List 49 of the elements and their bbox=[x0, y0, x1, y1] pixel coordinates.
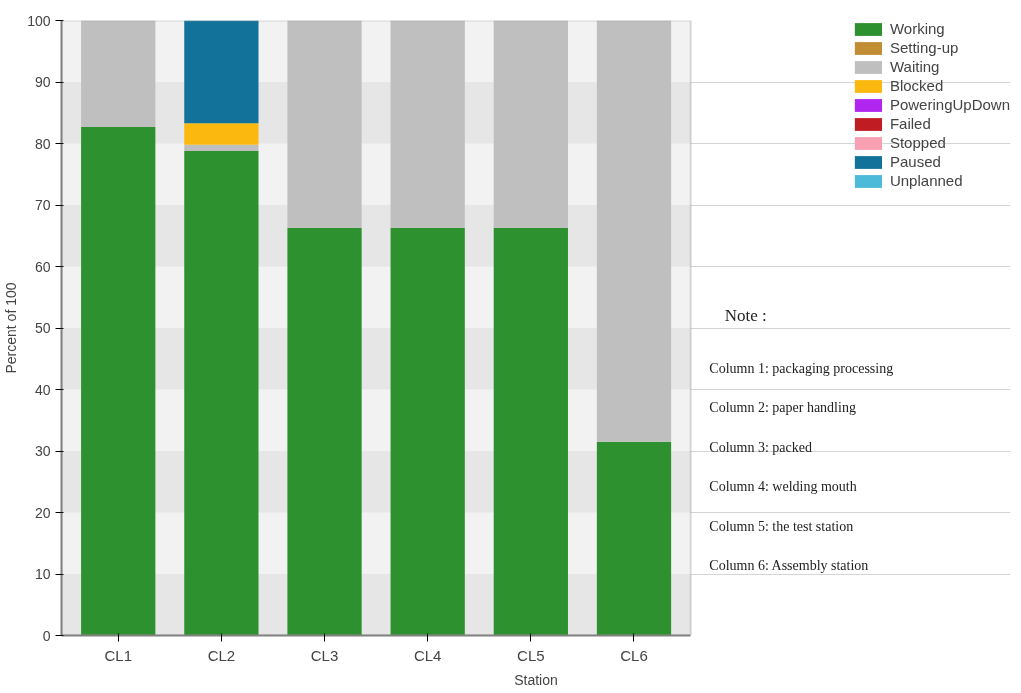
y-tick-label: 0 bbox=[42, 627, 51, 644]
legend-label: Blocked bbox=[889, 77, 944, 94]
y-tick-label: 10 bbox=[34, 566, 51, 582]
legend-label: Unplanned bbox=[889, 172, 963, 189]
bar bbox=[81, 126, 156, 636]
x-tick-label: CL1 bbox=[104, 646, 133, 664]
legend-label: Waiting bbox=[889, 58, 940, 75]
legend-label: PoweringUpDown bbox=[889, 96, 1010, 113]
bar bbox=[596, 441, 672, 636]
x-tick-label: CL5 bbox=[517, 646, 545, 664]
text: Column 6: Assembly station bbox=[709, 557, 869, 573]
x-tick-label: CL6 bbox=[620, 646, 648, 664]
y-tick-label: 60 bbox=[34, 258, 51, 275]
bar bbox=[287, 227, 362, 636]
bar bbox=[184, 150, 259, 636]
x-tick-label: CL3 bbox=[310, 646, 339, 664]
text: Column 3: packed bbox=[709, 439, 812, 455]
bar bbox=[184, 123, 259, 145]
x-tick-label: CL2 bbox=[207, 646, 236, 664]
bar bbox=[287, 20, 362, 228]
text: Column 1: packaging processing bbox=[709, 361, 894, 377]
y-tick-label: 50 bbox=[34, 320, 51, 336]
bar bbox=[390, 20, 465, 228]
y-tick-label: 20 bbox=[34, 504, 51, 521]
bar bbox=[596, 20, 672, 442]
legend-label: Failed bbox=[889, 115, 931, 132]
y-axis-title: Percent of 100 bbox=[3, 282, 20, 374]
text: Column 5: the test station bbox=[709, 518, 854, 534]
bar bbox=[493, 20, 568, 228]
bar bbox=[81, 20, 156, 127]
bar bbox=[493, 227, 568, 636]
legend-label: Paused bbox=[889, 153, 941, 170]
x-tick-label: CL4 bbox=[413, 646, 442, 664]
legend-label: Setting-up bbox=[889, 39, 959, 56]
y-tick-label: 90 bbox=[34, 74, 51, 90]
text: Column 4: welding mouth bbox=[709, 479, 857, 495]
text: Column 2: paper handling bbox=[709, 400, 856, 416]
y-tick-label: 30 bbox=[34, 443, 51, 459]
bar bbox=[184, 20, 259, 124]
y-tick-label: 80 bbox=[34, 135, 51, 152]
y-tick-label: 70 bbox=[34, 197, 51, 213]
text: Note : bbox=[724, 306, 767, 326]
bar bbox=[390, 227, 465, 636]
legend-label: Working bbox=[889, 20, 945, 37]
bar bbox=[184, 144, 259, 151]
y-tick-label: 100 bbox=[27, 12, 51, 29]
legend-label: Stopped bbox=[889, 134, 946, 151]
x-axis-title: Station bbox=[514, 671, 558, 688]
y-tick-label: 40 bbox=[34, 381, 51, 398]
